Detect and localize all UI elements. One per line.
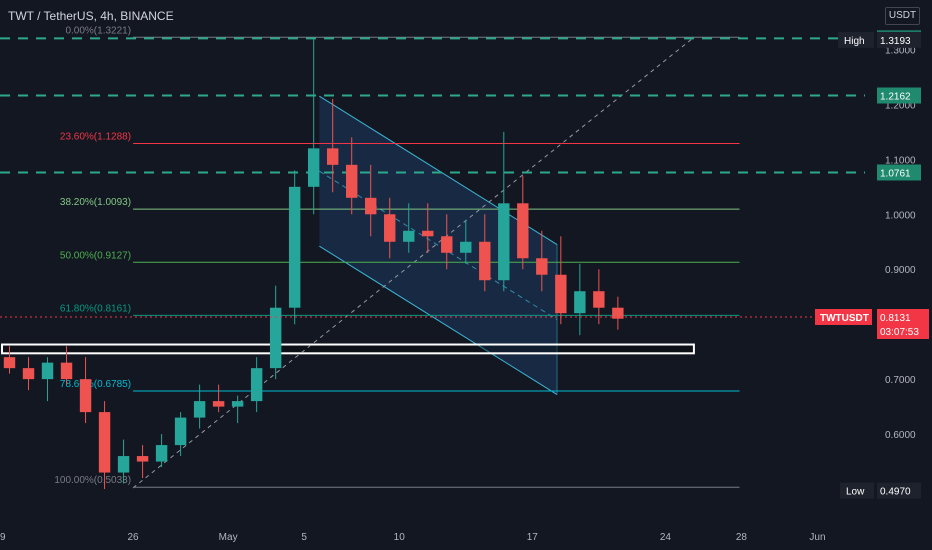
price-tick-label: 1.0000 [885,210,916,221]
time-tick-label: 24 [660,532,672,543]
candle-body [307,148,320,187]
candle-body [269,307,282,369]
high-tag-bg [838,31,874,48]
fib-level-label: 50.00%(0.9127) [60,250,131,261]
low-tag-bg [840,482,874,499]
level-price-label-bg [877,87,921,104]
price-tick-label: 1.2000 [885,100,916,111]
candle-body [98,412,111,473]
candle-body [288,186,301,308]
fib-level-label: 61.80%(0.8161) [60,303,131,314]
time-tick-label: 5 [301,532,307,543]
candle-body [22,368,35,380]
candle-body [326,148,339,165]
time-axis-bg [0,522,932,550]
time-axis[interactable]: 19 26 May 5 10 17 24 28 Jun [0,522,932,550]
symbol-tag-bg [815,308,872,325]
candle-body [250,368,263,402]
time-tick-label: 19 [0,532,6,543]
candle-body [460,241,472,253]
candle-body [41,362,54,380]
candle-body [212,401,225,407]
candle-body [574,291,586,314]
candle-body [193,401,206,418]
channel-lower-line[interactable] [319,245,558,395]
low-value-bg [877,482,921,499]
low-value: 0.4970 [880,487,911,498]
last-price-value: 0.8131 [880,313,911,324]
candle-body [517,203,529,259]
candle-body [155,445,168,462]
level-price-label-bg [877,164,921,181]
candle-body [555,274,567,314]
candle-body [422,230,434,237]
candle-body [174,417,187,446]
candles-layer [3,38,624,490]
price-tick-label: 0.9000 [885,265,916,276]
price-tick-label: 1.1000 [885,155,916,166]
fib-level-label: 23.60%(1.1288) [60,132,131,143]
horizontal-levels-layer [0,37,865,174]
candle-body [612,307,624,319]
candle-body [479,241,491,281]
high-value: 1.3193 [880,36,911,47]
last-price-tag-bg [877,308,929,339]
candle-body [79,379,92,413]
fib-level-label: 38.20%(1.0093) [60,197,131,208]
candle-body [384,214,396,242]
time-tick-label: May [219,532,238,543]
bar-countdown: 03:07:53 [880,327,919,338]
channel-fill [319,96,558,395]
symbol-tag: TWTUSDT [820,313,869,324]
high-tag: High [844,36,865,47]
price-axis-labels: 1.32021.21621.0761High1.3193TWTUSDT0.813… [815,30,929,499]
fib-level-label: 100.00%(0.5033) [54,475,131,486]
chart-title: TWT / TetherUS, 4h, BINANCE [8,9,174,23]
candle-body [346,164,358,198]
candle-body [117,456,130,473]
fib-level-label: 0.00%(1.3221) [65,25,131,36]
candle-body [136,456,149,462]
support-zone-layer [1,343,695,355]
candle-body [536,258,548,275]
candle-body [403,230,415,242]
candle-body [593,291,605,308]
level-price-label: 1.2162 [880,91,911,102]
low-tag: Low [846,487,865,498]
price-tick-label: 0.7000 [885,375,916,386]
candle-body [498,203,510,281]
time-tick-label: 17 [527,532,539,543]
level-price-label: 1.0761 [880,168,911,179]
candle-body [231,401,244,407]
currency-badge[interactable]: USDT [885,7,920,25]
time-tick-label: 10 [394,532,406,543]
time-tick-label: 28 [736,532,748,543]
price-tick-label: 0.6000 [885,430,916,441]
candle-body [60,362,73,380]
support-zone-box[interactable] [1,343,695,355]
price-tick-label: 1.3000 [885,45,916,56]
candle-body [365,197,377,215]
candle-body [441,236,453,253]
channel-mid-line[interactable] [319,170,558,320]
fib-level-label: 78.60%(0.6785) [60,379,131,390]
time-tick-label: Jun [809,532,825,543]
candle-body [3,357,16,369]
price-axis[interactable]: 1.30001.20001.10001.00000.90000.80000.70… [865,0,932,550]
high-value-bg [877,31,921,48]
fibonacci-layer: 0.00%(1.3221) 23.60%(1.1288) 38.20%(1.0093… [54,25,740,488]
time-tick-label: 26 [128,532,140,543]
